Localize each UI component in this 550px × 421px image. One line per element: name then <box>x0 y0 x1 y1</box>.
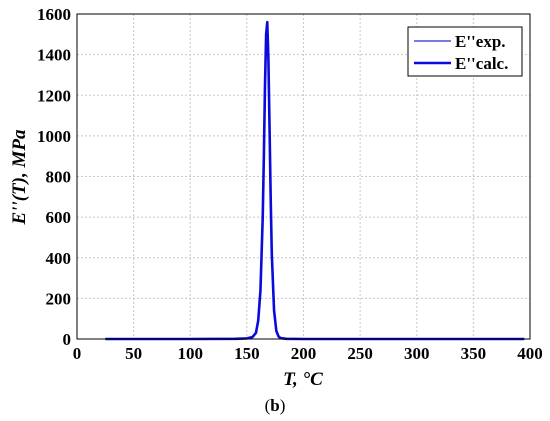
y-tick-label: 1000 <box>37 127 71 146</box>
legend: E''exp. E''calc. <box>407 26 523 77</box>
y-tick-label: 800 <box>46 168 72 187</box>
caption-letter: b <box>270 396 280 415</box>
y-tick-label: 400 <box>46 249 72 268</box>
series-layer <box>105 20 525 341</box>
figure-caption: (b) <box>0 396 550 416</box>
y-tick-label: 200 <box>46 289 72 308</box>
x-tick-label: 0 <box>73 344 82 363</box>
x-tick-label: 350 <box>461 344 487 363</box>
y-axis-label: E''(T), MPa <box>9 129 30 225</box>
legend-label-exp: E''exp. <box>455 32 506 51</box>
x-tick-label: 200 <box>291 344 317 363</box>
chart: 0 50 100 150 200 250 300 350 400 0 200 400 600 800 100… <box>9 5 543 390</box>
x-axis-label: T, °C <box>283 369 323 390</box>
y-tick-label: 1200 <box>37 86 71 105</box>
x-tick-label: 250 <box>347 344 373 363</box>
x-tick-label: 300 <box>404 344 430 363</box>
y-tick-label: 0 <box>63 330 72 349</box>
y-tick-label: 1400 <box>37 46 71 65</box>
x-tick-label: 150 <box>234 344 260 363</box>
caption-open: ( <box>264 396 271 415</box>
legend-box <box>407 26 523 77</box>
x-tick-label: 50 <box>125 344 142 363</box>
tick-labels: 0 50 100 150 200 250 300 350 400 0 200 400 600 800 100… <box>37 5 543 363</box>
legend-label-calc: E''calc. <box>455 54 508 73</box>
series-line-1 <box>105 20 525 341</box>
x-tick-label: 100 <box>178 344 204 363</box>
y-tick-label: 600 <box>46 208 72 227</box>
y-tick-label: 1600 <box>37 5 71 24</box>
x-tick-label: 400 <box>517 344 543 363</box>
plot-frame <box>76 13 531 340</box>
caption-close: ) <box>279 396 286 415</box>
